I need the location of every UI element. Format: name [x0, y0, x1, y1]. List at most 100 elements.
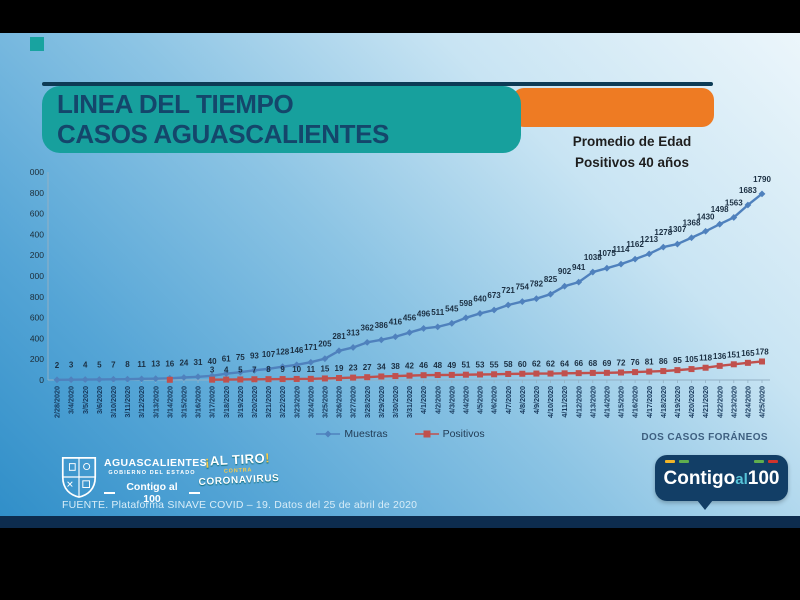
svg-text:4/19/2020: 4/19/2020: [673, 386, 682, 418]
svg-text:3/25/2020: 3/25/2020: [321, 386, 330, 418]
svg-text:3/23/2020: 3/23/2020: [292, 386, 301, 418]
svg-text:3/18/2020: 3/18/2020: [222, 386, 231, 418]
source-note: FUENTE. Plataforma SINAVE COVID – 19. Da…: [62, 499, 418, 511]
svg-text:1213: 1213: [640, 235, 658, 244]
svg-text:3/12/2020: 3/12/2020: [137, 386, 146, 418]
svg-text:7: 7: [111, 360, 116, 369]
svg-text:118: 118: [699, 354, 712, 363]
svg-text:281: 281: [332, 332, 346, 341]
svg-text:1000: 1000: [30, 271, 44, 281]
svg-text:673: 673: [487, 291, 501, 300]
svg-text:496: 496: [417, 309, 431, 318]
average-age-line-1: Promedio de Edad: [572, 134, 692, 149]
svg-text:1790: 1790: [753, 175, 771, 184]
svg-text:171: 171: [304, 343, 318, 352]
legend-diamond-icon: [316, 430, 341, 438]
svg-text:4/8/2020: 4/8/2020: [518, 386, 527, 414]
svg-text:107: 107: [262, 350, 276, 359]
badge-dashes: [665, 460, 778, 463]
svg-text:128: 128: [276, 348, 290, 357]
contigo-badge: Contigoal100: [655, 455, 788, 510]
letterbox-top: [0, 0, 800, 33]
svg-text:23: 23: [349, 364, 358, 373]
svg-text:4/7/2020: 4/7/2020: [504, 386, 513, 414]
campaign-name: AL TIRO: [209, 450, 266, 469]
svg-text:3/29/2020: 3/29/2020: [377, 386, 386, 418]
svg-text:721: 721: [502, 286, 516, 295]
svg-text:62: 62: [532, 360, 541, 369]
state-logo-slogan: Contigo al 100: [126, 481, 178, 505]
state-logo-name: AGUASCALIENTES: [104, 457, 208, 469]
svg-text:4/2/2020: 4/2/2020: [433, 386, 442, 414]
svg-text:81: 81: [645, 358, 654, 367]
svg-text:4/9/2020: 4/9/2020: [532, 386, 541, 414]
svg-text:136: 136: [713, 352, 727, 361]
timeline-chart-svg: 0 200 400 600 800 1000 1200 1400 1600 1800 2000 2/2…: [25, 167, 771, 418]
svg-text:362: 362: [361, 323, 375, 332]
svg-text:3/28/2020: 3/28/2020: [363, 386, 372, 418]
svg-text:61: 61: [222, 355, 231, 364]
svg-text:4/11/2020: 4/11/2020: [560, 386, 569, 418]
svg-text:34: 34: [377, 362, 386, 371]
svg-text:754: 754: [516, 283, 530, 292]
chart-legend: Muestras Positivos: [250, 428, 550, 440]
svg-text:1114: 1114: [613, 245, 630, 254]
svg-text:3/19/2020: 3/19/2020: [236, 386, 245, 418]
svg-text:4/20/2020: 4/20/2020: [687, 386, 696, 418]
svg-text:1600: 1600: [30, 209, 44, 219]
svg-text:1563: 1563: [725, 198, 743, 207]
slogan-dash-left: [104, 492, 115, 494]
badge-text: Contigoal100: [655, 468, 788, 490]
svg-text:3/20/2020: 3/20/2020: [250, 386, 259, 418]
badge-dash-red: [768, 460, 778, 463]
svg-text:58: 58: [504, 360, 513, 369]
badge-dash-group-left: [665, 460, 689, 463]
svg-text:1400: 1400: [30, 229, 44, 239]
state-logo-subtitle: GOBIERNO DEL ESTADO: [108, 470, 196, 476]
svg-text:1038: 1038: [584, 253, 602, 262]
svg-text:4/5/2020: 4/5/2020: [476, 386, 485, 414]
svg-text:3: 3: [69, 361, 74, 370]
badge-word-100: 100: [747, 468, 780, 489]
svg-text:598: 598: [459, 299, 473, 308]
svg-text:1162: 1162: [626, 240, 644, 249]
legend-square-icon: [414, 430, 439, 438]
svg-text:3: 3: [210, 366, 215, 375]
page-title: LINEA DEL TIEMPO CASOS AGUASCALIENTES: [57, 90, 521, 148]
svg-text:4/25/2020: 4/25/2020: [758, 386, 767, 418]
svg-text:60: 60: [518, 360, 527, 369]
svg-text:38: 38: [391, 362, 400, 371]
svg-text:13: 13: [151, 360, 160, 369]
svg-text:165: 165: [741, 349, 755, 358]
svg-text:511: 511: [431, 308, 444, 317]
svg-text:4: 4: [83, 361, 88, 370]
svg-text:4/16/2020: 4/16/2020: [631, 386, 640, 418]
svg-text:3/5/2020: 3/5/2020: [81, 386, 90, 414]
svg-text:40: 40: [208, 357, 217, 366]
badge-word-contigo: Contigo: [663, 468, 736, 489]
svg-text:48: 48: [433, 361, 442, 370]
state-logo: AGUASCALIENTES GOBIERNO DEL ESTADO Conti…: [104, 457, 208, 505]
legend-item-muestras: Muestras: [315, 428, 388, 440]
svg-text:105: 105: [685, 355, 699, 364]
svg-text:4/14/2020: 4/14/2020: [603, 386, 612, 418]
svg-text:825: 825: [544, 275, 558, 284]
campaign-logo: ¡AL TIRO! contra CORONAVIRUS: [197, 450, 279, 488]
slogan-dash-right: [189, 492, 201, 494]
svg-text:68: 68: [588, 359, 597, 368]
bottom-navy-strip: [0, 516, 800, 528]
badge-word-al: al: [735, 471, 748, 488]
svg-text:3/17/2020: 3/17/2020: [208, 386, 217, 418]
svg-text:4/21/2020: 4/21/2020: [701, 386, 710, 418]
svg-text:3/13/2020: 3/13/2020: [151, 386, 160, 418]
svg-text:75: 75: [236, 353, 245, 362]
svg-text:4/13/2020: 4/13/2020: [588, 386, 597, 418]
svg-text:8: 8: [266, 365, 271, 374]
badge-dash-group-right: [754, 460, 778, 463]
svg-text:53: 53: [476, 360, 485, 369]
average-age-line-2: Positivos 40 años: [574, 154, 690, 170]
svg-text:76: 76: [631, 358, 640, 367]
svg-text:31: 31: [194, 358, 203, 367]
svg-text:4/24/2020: 4/24/2020: [744, 386, 753, 418]
svg-text:0: 0: [39, 375, 44, 385]
